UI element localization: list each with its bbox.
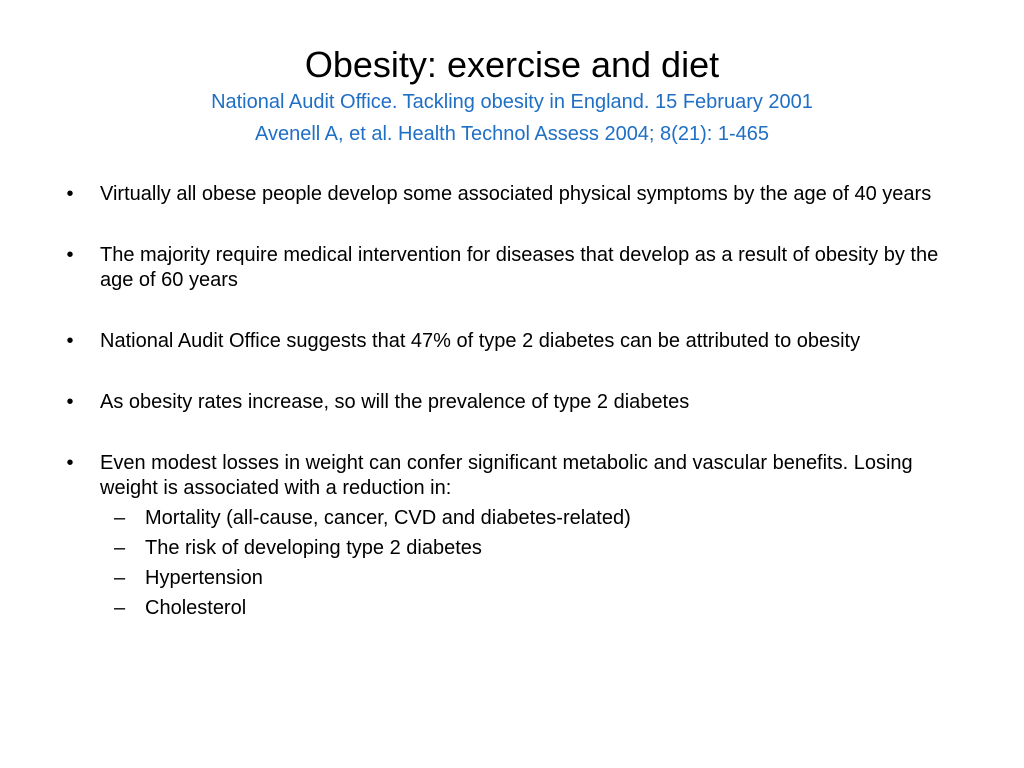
bullet-text: The majority require medical interventio… [100, 244, 939, 291]
bullet-marker: • [66, 330, 74, 352]
sub-bullet-marker: – [114, 567, 126, 589]
title-block: Obesity: exercise and diet National Audi… [0, 44, 1024, 150]
sub-bullet-item: – Mortality (all-cause, cancer, CVD and … [100, 506, 966, 531]
sub-bullet-item: – The risk of developing type 2 diabetes [100, 536, 966, 561]
sub-bullet-item: – Cholesterol [100, 596, 966, 621]
bullet-marker: • [66, 391, 74, 413]
bullet-item: • National Audit Office suggests that 47… [56, 329, 966, 354]
sub-bullet-marker: – [114, 507, 126, 529]
sub-bullet-item: – Hypertension [100, 566, 966, 591]
bullet-marker: • [66, 183, 74, 205]
sub-bullet-text: The risk of developing type 2 diabetes [145, 537, 482, 559]
reference-line-1: National Audit Office. Tackling obesity … [211, 91, 813, 113]
slide-title: Obesity: exercise and diet [304, 44, 720, 85]
sub-bullet-marker: – [114, 597, 126, 619]
sub-bullet-list: – Mortality (all-cause, cancer, CVD and … [100, 506, 966, 621]
bullet-text: National Audit Office suggests that 47% … [100, 330, 861, 352]
bullet-marker: • [66, 452, 74, 474]
bullet-item: • As obesity rates increase, so will the… [56, 390, 966, 415]
sub-bullet-text: Mortality (all-cause, cancer, CVD and di… [145, 507, 631, 529]
reference-line-2: Avenell A, et al. Health Technol Assess … [254, 123, 770, 145]
bullet-text: Even modest losses in weight can confer … [100, 452, 913, 499]
slide-body: • Virtually all obese people develop som… [56, 182, 966, 626]
bullet-text: Virtually all obese people develop some … [100, 183, 932, 205]
bullet-item: • Even modest losses in weight can confe… [56, 451, 966, 621]
sub-bullet-marker: – [114, 537, 126, 559]
bullet-marker: • [66, 244, 74, 266]
bullet-list: • Virtually all obese people develop som… [56, 182, 966, 621]
bullet-item: • The majority require medical intervent… [56, 243, 966, 293]
bullet-text: As obesity rates increase, so will the p… [100, 391, 690, 413]
sub-bullet-text: Hypertension [145, 567, 263, 589]
sub-bullet-text: Cholesterol [145, 597, 247, 619]
bullet-item: • Virtually all obese people develop som… [56, 182, 966, 207]
